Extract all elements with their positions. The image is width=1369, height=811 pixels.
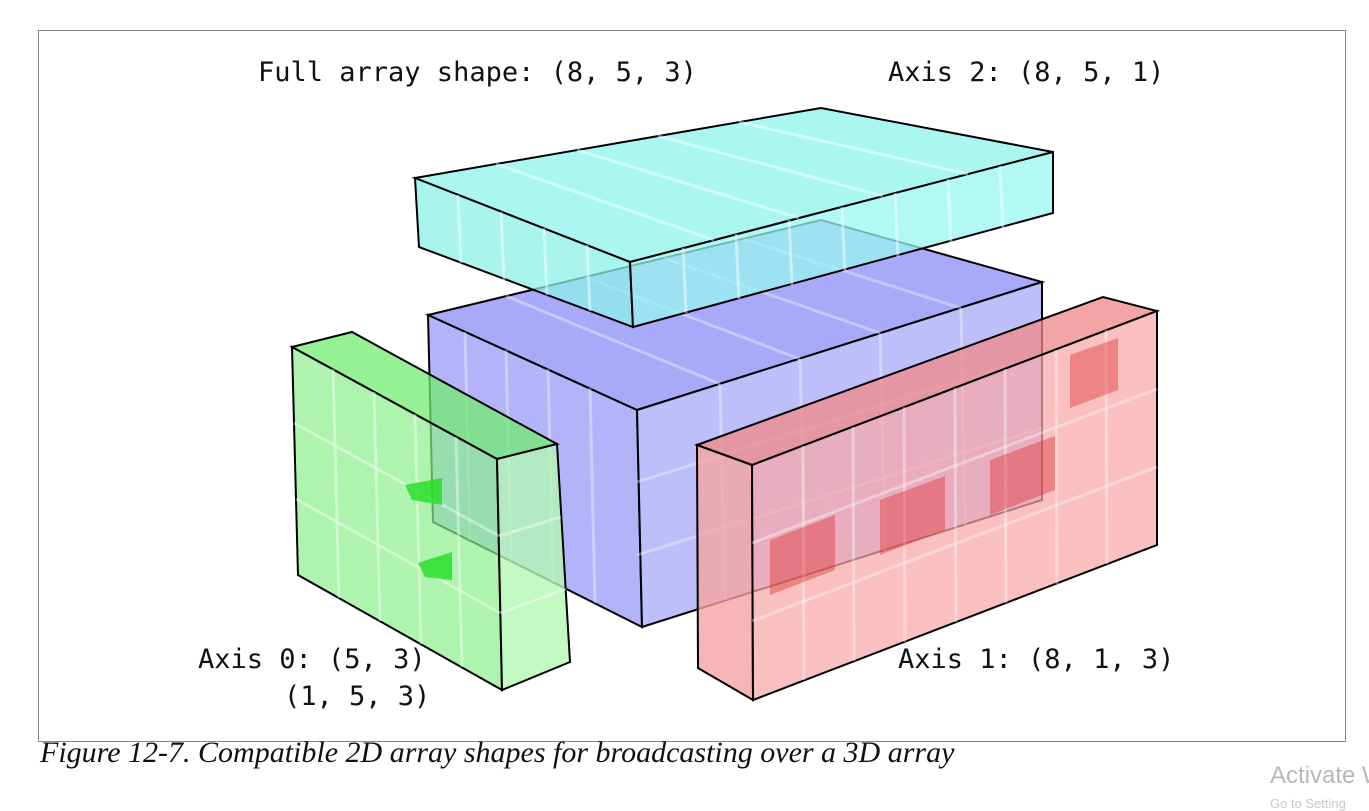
axis2-label: Axis 2: (8, 5, 1) — [888, 57, 1164, 88]
axis1-block — [694, 295, 1161, 702]
axis1-label: Axis 1: (8, 1, 3) — [898, 644, 1174, 675]
figure-frame — [38, 30, 1346, 742]
axis0-label: Axis 0: (5, 3) — [198, 644, 426, 675]
axis2-block — [411, 106, 1054, 329]
broadcasting-diagram: Full array shape: (8, 5, 3) Axis 2: (8, … — [198, 57, 1174, 712]
axis0-label-line2: (1, 5, 3) — [284, 681, 430, 712]
full-array-label: Full array shape: (8, 5, 3) — [258, 57, 697, 88]
activate-windows-subtext: Go to Setting — [1270, 796, 1346, 811]
activate-windows-watermark: Activate W — [1270, 762, 1369, 789]
figure-caption: Figure 12-7. Compatible 2D array shapes … — [40, 736, 955, 769]
axis0-block — [289, 330, 572, 692]
